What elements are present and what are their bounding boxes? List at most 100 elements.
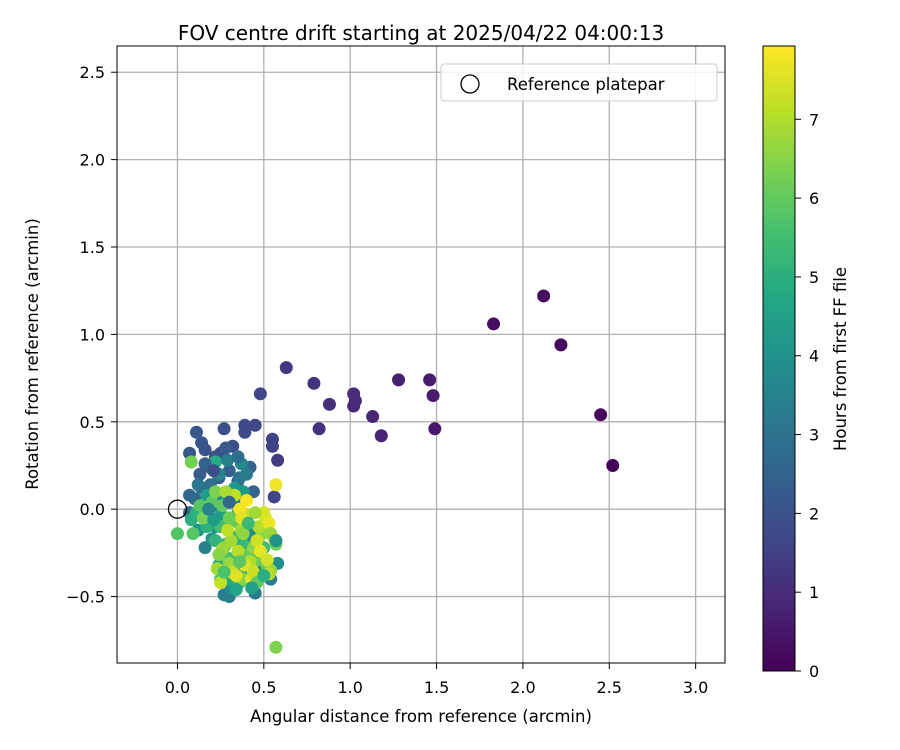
data-point bbox=[265, 432, 279, 446]
data-point bbox=[233, 555, 247, 569]
x-tick-label: 1.5 bbox=[424, 678, 449, 697]
data-point bbox=[248, 418, 262, 432]
data-point bbox=[262, 516, 276, 530]
y-tick-label: −0.5 bbox=[66, 588, 105, 607]
data-point bbox=[241, 516, 255, 530]
data-point bbox=[186, 527, 200, 541]
data-point bbox=[184, 455, 198, 469]
x-tick-label: 1.0 bbox=[337, 678, 362, 697]
y-tick-label: 1.0 bbox=[80, 325, 105, 344]
data-point bbox=[487, 317, 501, 331]
data-point bbox=[250, 534, 264, 548]
data-point bbox=[347, 399, 361, 413]
data-point bbox=[322, 397, 336, 411]
data-point bbox=[214, 576, 228, 590]
data-point bbox=[219, 485, 233, 499]
data-point bbox=[229, 569, 243, 583]
reference-marker bbox=[167, 499, 188, 519]
data-point bbox=[221, 523, 235, 537]
data-point bbox=[307, 376, 321, 390]
data-point bbox=[269, 534, 283, 548]
data-point bbox=[224, 534, 238, 548]
colorbar-tick-label: 1 bbox=[809, 583, 819, 602]
data-point bbox=[207, 513, 221, 527]
data-point bbox=[198, 541, 212, 555]
colorbar-label: Hours from first FF file bbox=[831, 267, 850, 451]
x-tick-label: 2.0 bbox=[510, 678, 535, 697]
data-point bbox=[260, 553, 274, 567]
colorbar-gradient bbox=[762, 45, 796, 672]
colorbar-tick-label: 4 bbox=[809, 347, 819, 366]
legend: Reference platepar bbox=[440, 63, 718, 102]
data-point bbox=[238, 425, 252, 439]
data-point bbox=[269, 640, 283, 654]
data-point bbox=[554, 338, 568, 352]
legend-box bbox=[440, 63, 718, 102]
colorbar-tick-label: 7 bbox=[809, 110, 819, 129]
x-tick-label: 3.0 bbox=[683, 678, 708, 697]
data-point bbox=[208, 534, 222, 548]
data-point bbox=[253, 387, 267, 401]
data-point bbox=[606, 458, 620, 472]
data-point bbox=[279, 361, 293, 375]
y-axis-ticks: −0.5 0.0 0.5 1.0 1.5 2.0 2.5 bbox=[66, 63, 117, 607]
grid bbox=[117, 46, 725, 663]
data-point bbox=[207, 464, 221, 478]
y-tick-label: 2.5 bbox=[80, 63, 105, 82]
legend-reference-icon bbox=[460, 74, 480, 94]
data-point bbox=[423, 373, 437, 387]
y-tick-label: 0.0 bbox=[80, 500, 105, 519]
data-point bbox=[537, 289, 551, 303]
data-point bbox=[392, 373, 406, 387]
data-points bbox=[170, 289, 620, 654]
x-tick-label: 0.5 bbox=[251, 678, 276, 697]
data-point bbox=[253, 544, 267, 558]
x-tick-label: 2.5 bbox=[597, 678, 622, 697]
data-point bbox=[202, 502, 216, 516]
data-point bbox=[428, 422, 442, 436]
data-point bbox=[198, 457, 212, 471]
colorbar-tick-label: 3 bbox=[809, 426, 819, 445]
data-point bbox=[222, 495, 236, 509]
data-point bbox=[374, 429, 388, 443]
data-point bbox=[246, 565, 260, 579]
plot-frame bbox=[116, 45, 726, 664]
data-point bbox=[240, 467, 254, 481]
data-point bbox=[252, 520, 266, 534]
data-point bbox=[271, 453, 285, 467]
data-point bbox=[231, 450, 245, 464]
data-point bbox=[222, 464, 236, 478]
data-point bbox=[426, 389, 440, 403]
data-point bbox=[222, 511, 236, 525]
data-point bbox=[594, 408, 608, 422]
colorbar-tick-label: 6 bbox=[809, 189, 819, 208]
colorbar: 0 1 2 3 4 5 6 7 Hours from first FF file bbox=[762, 45, 850, 681]
data-point bbox=[269, 478, 283, 492]
chart-title: FOV centre drift starting at 2025/04/22 … bbox=[178, 21, 664, 45]
data-point bbox=[267, 490, 281, 504]
data-point bbox=[208, 485, 222, 499]
data-point bbox=[193, 467, 207, 481]
colorbar-ticks: 0 1 2 3 4 5 6 7 bbox=[795, 110, 819, 681]
data-point bbox=[248, 506, 262, 520]
data-point bbox=[170, 527, 184, 541]
data-point bbox=[366, 410, 380, 424]
data-point bbox=[191, 478, 205, 492]
data-point bbox=[236, 527, 250, 541]
x-axis-label: Angular distance from reference (arcmin) bbox=[250, 707, 592, 726]
data-point bbox=[240, 493, 254, 507]
data-point bbox=[245, 581, 259, 595]
x-axis-ticks: 0.0 0.5 1.0 1.5 2.0 2.5 3.0 bbox=[165, 663, 708, 697]
legend-reference-label: Reference platepar bbox=[507, 75, 665, 94]
data-point bbox=[312, 422, 326, 436]
y-tick-label: 0.5 bbox=[80, 413, 105, 432]
data-point bbox=[221, 453, 235, 467]
data-point bbox=[219, 441, 233, 455]
colorbar-tick-label: 5 bbox=[809, 268, 819, 287]
data-point bbox=[246, 485, 260, 499]
data-point bbox=[217, 422, 231, 436]
colorbar-tick-label: 2 bbox=[809, 504, 819, 523]
data-point bbox=[189, 425, 203, 439]
y-axis-label: Rotation from reference (arcmin) bbox=[23, 218, 42, 490]
